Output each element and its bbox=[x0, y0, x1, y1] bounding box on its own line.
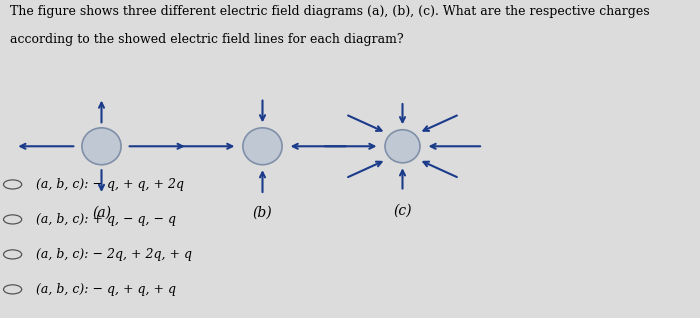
Text: (a, b, c): − 2q, + 2q, + q: (a, b, c): − 2q, + 2q, + q bbox=[36, 248, 193, 261]
Text: (b): (b) bbox=[253, 206, 272, 220]
Text: The figure shows three different electric field diagrams (a), (b), (c). What are: The figure shows three different electri… bbox=[10, 5, 650, 18]
Text: (a, b, c): + q, − q, − q: (a, b, c): + q, − q, − q bbox=[36, 213, 176, 226]
Text: according to the showed electric field lines for each diagram?: according to the showed electric field l… bbox=[10, 33, 404, 46]
Text: (a, b, c): − q, + q, + 2q: (a, b, c): − q, + q, + 2q bbox=[36, 178, 184, 191]
Text: (c): (c) bbox=[393, 204, 412, 218]
Ellipse shape bbox=[243, 128, 282, 165]
Text: (a): (a) bbox=[92, 206, 111, 220]
Text: (a, b, c): − q, + q, + q: (a, b, c): − q, + q, + q bbox=[36, 283, 176, 296]
Ellipse shape bbox=[385, 130, 420, 163]
Ellipse shape bbox=[82, 128, 121, 165]
